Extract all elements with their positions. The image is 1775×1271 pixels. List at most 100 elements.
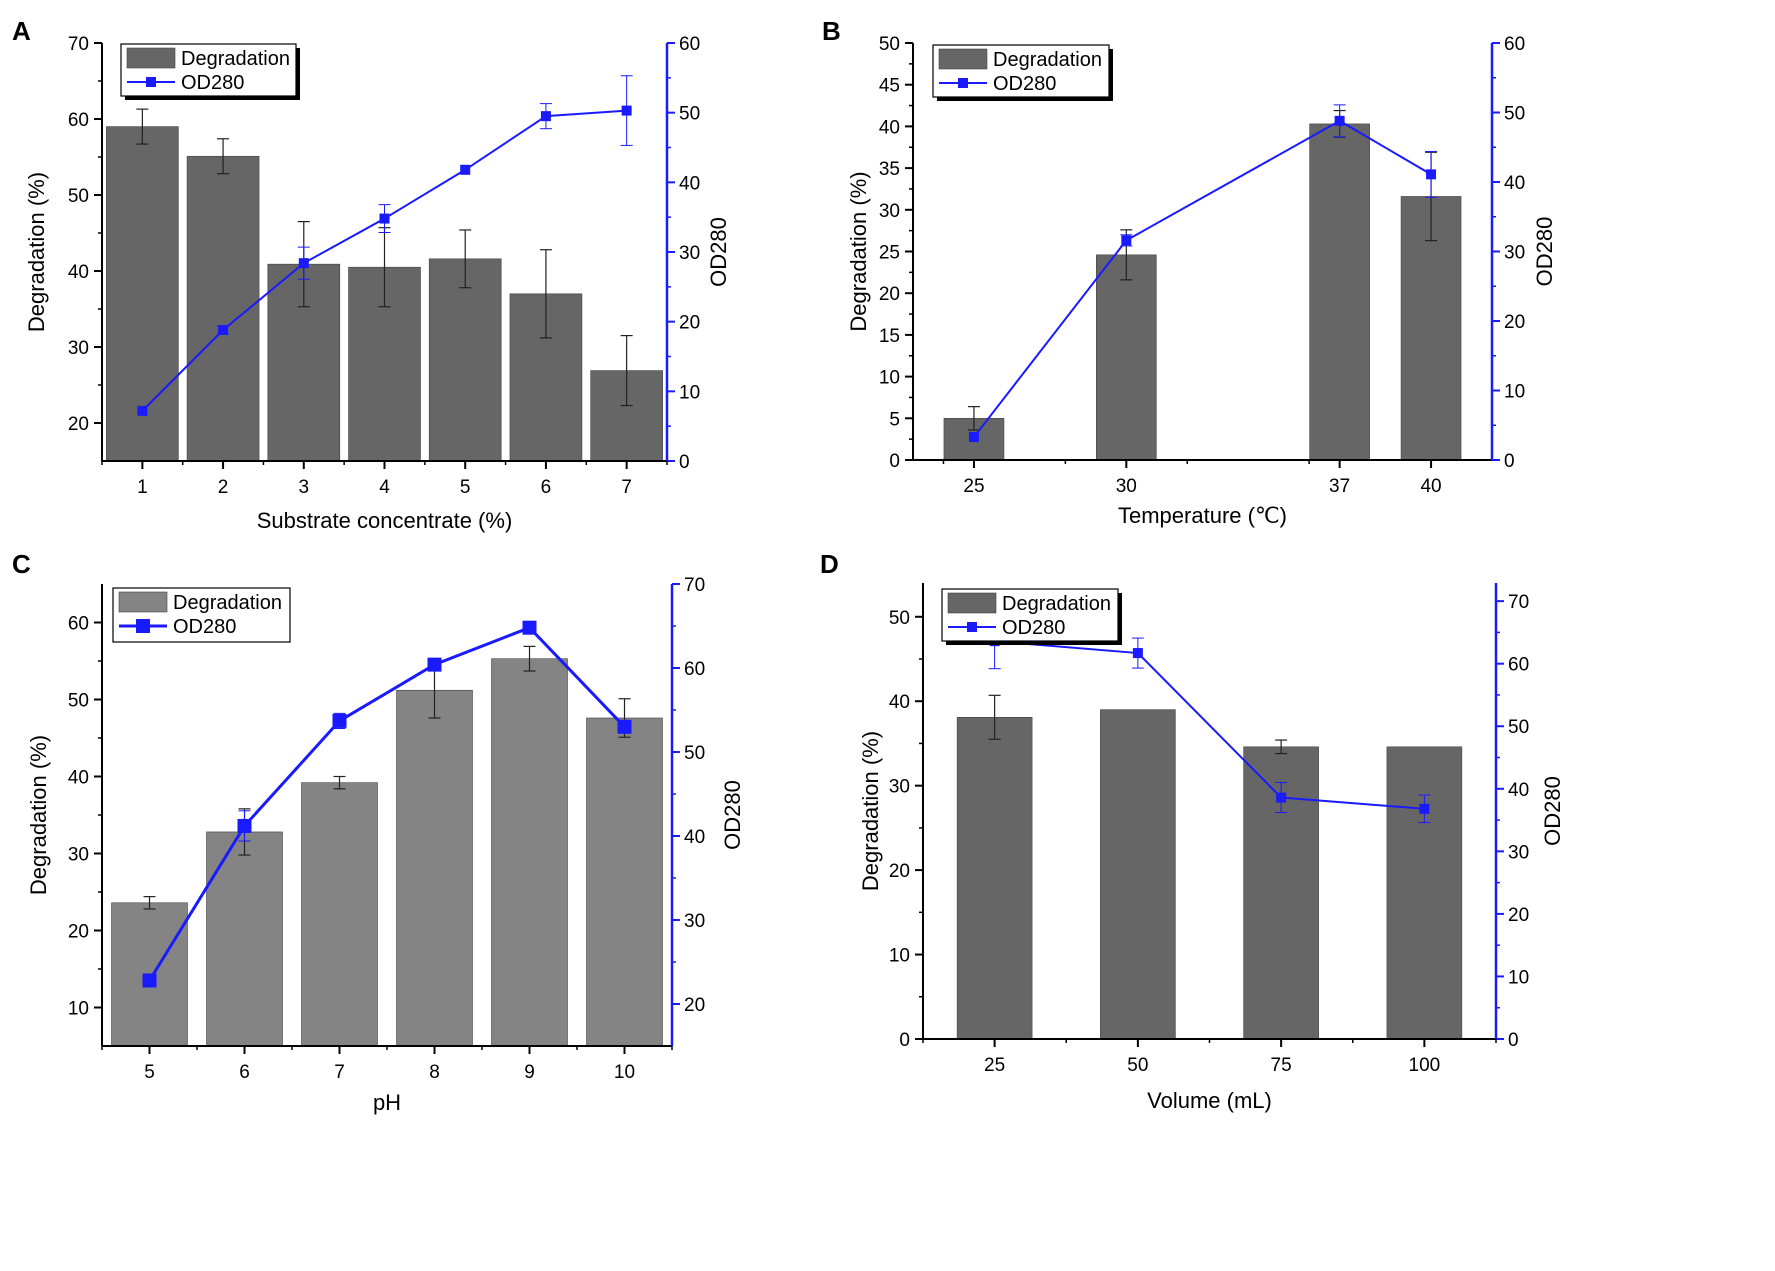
x-tick-label: 37	[1329, 476, 1350, 497]
y2-tick-label: 50	[1508, 717, 1529, 738]
y-tick-label: 30	[68, 338, 89, 359]
y2-tick-label: 20	[1508, 905, 1529, 926]
legend-line-marker	[967, 622, 977, 632]
od280-point	[1419, 803, 1430, 814]
x-tick-label: 75	[1271, 1055, 1292, 1076]
bar	[396, 689, 473, 1047]
panel-a: A 20 30 40 50 60 70 0 10 20 30 40 50 60 1 2 3 4 5 6 7 Substra…	[12, 16, 731, 533]
panel-letter: D	[820, 549, 839, 579]
od280-point	[137, 405, 148, 416]
od280-point	[460, 164, 471, 175]
bar	[491, 658, 568, 1047]
y-axis-label: Degradation (%)	[846, 171, 871, 331]
y2-tick-label: 10	[1504, 382, 1525, 403]
y2-tick-label: 0	[1508, 1030, 1519, 1051]
y-tick-label: 25	[879, 243, 900, 264]
y-tick-label: 35	[879, 159, 900, 180]
y2-tick-label: 40	[684, 827, 705, 848]
od280-line	[148, 625, 626, 982]
legend-line-marker	[136, 619, 150, 633]
bar	[586, 717, 663, 1047]
od280-point	[427, 657, 442, 672]
y-axis-label: Degradation (%)	[858, 731, 883, 891]
bar	[106, 126, 179, 462]
legend-line-label: OD280	[993, 73, 1056, 95]
od280-point	[1121, 235, 1132, 246]
y-tick-label: 45	[879, 76, 900, 97]
y-tick-label: 40	[879, 117, 900, 138]
bar	[1096, 254, 1157, 461]
y-tick-label: 40	[68, 262, 89, 283]
y2-tick-label: 60	[1508, 655, 1529, 676]
x-tick-label: 6	[239, 1062, 250, 1083]
y2-tick-label: 20	[1504, 312, 1525, 333]
y2-tick-label: 0	[1504, 451, 1515, 472]
y-axis-label: Degradation (%)	[26, 735, 51, 895]
x-tick-label: 5	[144, 1062, 155, 1083]
od280-point	[621, 105, 632, 116]
od280-point	[522, 620, 537, 635]
y2-tick-label: 50	[679, 104, 700, 125]
y2-tick-label: 40	[1508, 780, 1529, 801]
legend-bar-swatch	[947, 592, 997, 614]
y2-tick-label: 0	[679, 452, 690, 473]
y-tick-label: 30	[889, 777, 910, 798]
x-tick-label: 25	[984, 1055, 1005, 1076]
y2-axis-label: OD280	[1532, 217, 1557, 287]
x-tick-label: 30	[1116, 476, 1137, 497]
y-tick-label: 10	[68, 999, 89, 1020]
x-tick-label: 4	[379, 477, 390, 498]
panel-letter: A	[12, 16, 31, 46]
y-tick-label: 40	[68, 768, 89, 789]
y2-tick-label: 30	[1504, 243, 1525, 264]
y-tick-label: 50	[68, 186, 89, 207]
y-tick-label: 60	[68, 110, 89, 131]
y-tick-label: 50	[879, 34, 900, 55]
od280-point	[540, 111, 551, 122]
y2-tick-label: 10	[679, 382, 700, 403]
x-tick-label: 40	[1420, 476, 1441, 497]
y-tick-label: 50	[889, 608, 910, 629]
y2-tick-label: 60	[679, 34, 700, 55]
x-tick-label: 100	[1409, 1055, 1441, 1076]
legend-bar-label: Degradation	[173, 592, 282, 614]
x-axis-label: Volume (mL)	[1147, 1088, 1272, 1113]
panel-letter: C	[12, 549, 31, 579]
bar	[428, 258, 502, 462]
bar	[1309, 123, 1370, 461]
panel-c: C 10 20 30 40 50 60 20 30 40 50 60 70 5 6 7 8 9 10 pH Degrad…	[12, 549, 745, 1115]
od280-point	[379, 213, 390, 224]
legend-line-marker	[958, 78, 968, 88]
y2-axis-label: OD280	[706, 217, 731, 287]
y2-axis-label: OD280	[1540, 776, 1565, 846]
y-tick-label: 0	[889, 451, 900, 472]
x-tick-label: 7	[334, 1062, 345, 1083]
panel-letter: B	[822, 16, 841, 46]
od280-point	[1276, 792, 1287, 803]
y-tick-label: 20	[68, 922, 89, 943]
y2-tick-label: 70	[684, 575, 705, 596]
y2-tick-label: 30	[684, 911, 705, 932]
x-axis-label: Substrate concentrate (%)	[257, 508, 513, 533]
od280-point	[298, 258, 309, 269]
od280-line	[973, 119, 1432, 438]
x-tick-label: 6	[541, 477, 552, 498]
bar	[956, 716, 1033, 1040]
y2-axis-label: OD280	[720, 780, 745, 850]
legend-bar-label: Degradation	[993, 49, 1102, 71]
x-tick-label: 8	[429, 1062, 440, 1083]
x-tick-label: 50	[1127, 1055, 1148, 1076]
bar	[301, 782, 378, 1047]
panel-b: B 0 5 10 15 20 25 30 35 40 45 50 0 10 20 30 40 50 60 25 30 37…	[822, 16, 1557, 528]
y-tick-label: 5	[889, 409, 900, 430]
y2-tick-label: 20	[684, 995, 705, 1016]
legend-bar-label: Degradation	[1002, 593, 1111, 615]
y2-tick-label: 40	[1504, 173, 1525, 194]
y2-tick-label: 40	[679, 173, 700, 194]
legend-bar-swatch	[938, 48, 988, 70]
legend-line-marker	[146, 77, 156, 87]
x-tick-label: 3	[298, 477, 309, 498]
od280-point	[968, 432, 979, 443]
legend-line-label: OD280	[181, 72, 244, 94]
y-tick-label: 20	[889, 861, 910, 882]
